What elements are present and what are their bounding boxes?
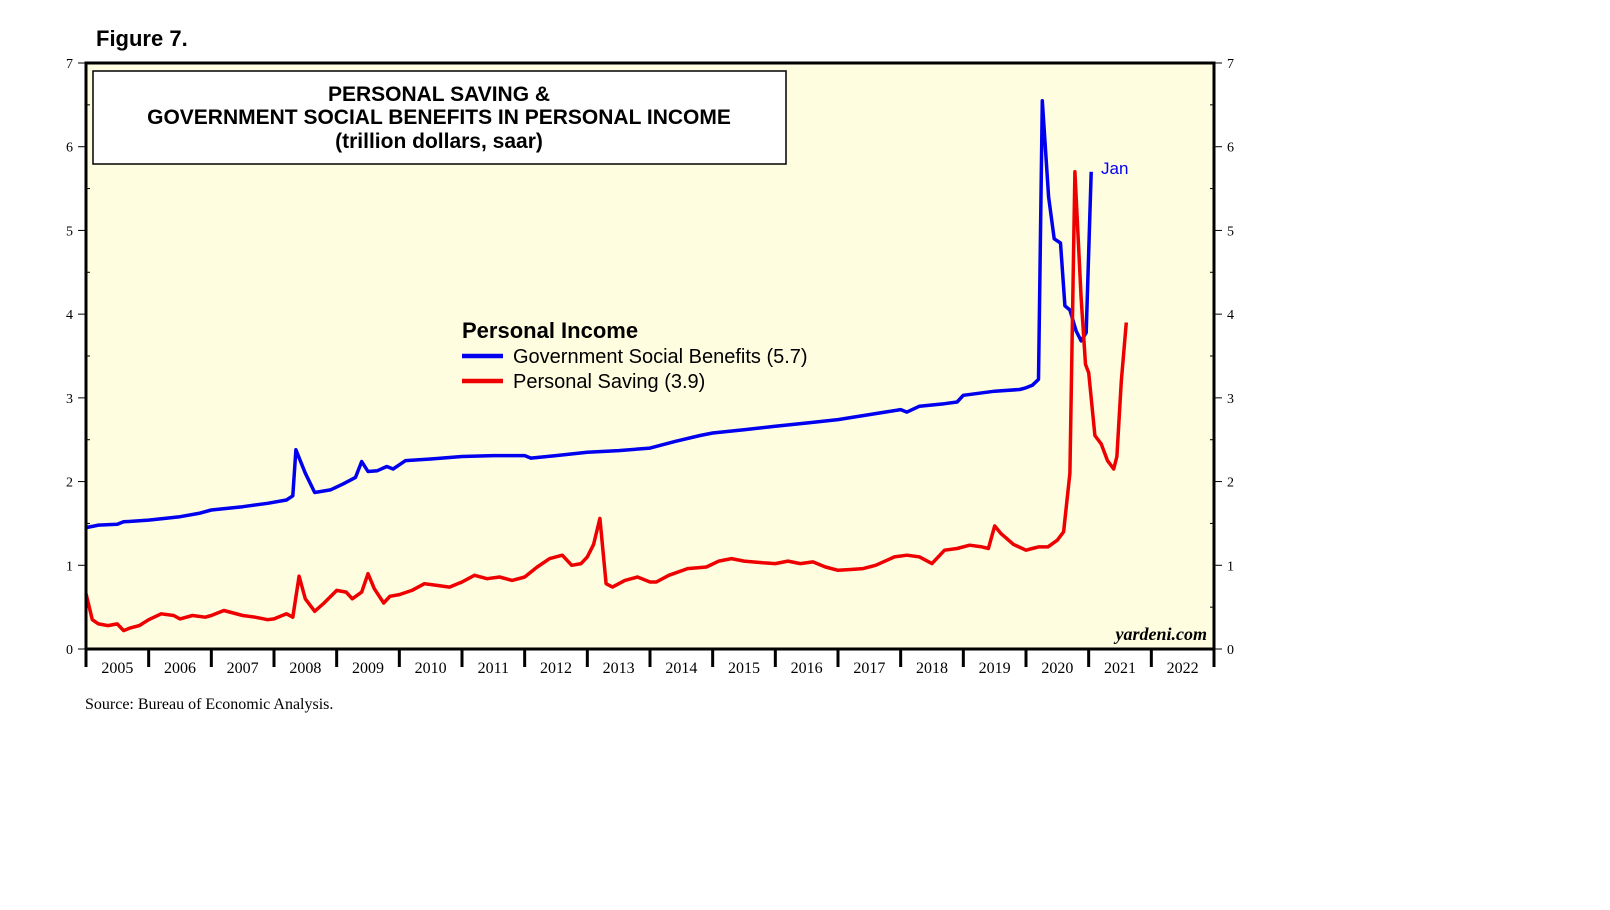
x-tick-label: 2019: [979, 660, 1011, 677]
legend-entry-gov-benefits: Government Social Benefits (5.7): [513, 346, 808, 368]
series-line-gov-benefits: [85, 98, 1093, 530]
y-tick-label-right: 1: [1227, 559, 1234, 574]
chart-title-line-2: GOVERNMENT SOCIAL BENEFITS IN PERSONAL I…: [147, 106, 731, 129]
x-tick-label: 2020: [1041, 660, 1073, 677]
legend: Personal Income Government Social Benefi…: [462, 318, 808, 393]
y-tick-label-left: 6: [66, 141, 73, 156]
x-tick-label: 2012: [540, 660, 572, 677]
chart-title-line-3: (trillion dollars, saar): [335, 130, 543, 153]
chart-title-line-1: PERSONAL SAVING &: [328, 83, 550, 106]
y-tick-label-left: 0: [66, 643, 73, 658]
x-tick-label: 2018: [916, 660, 948, 677]
y-tick-label-right: 3: [1227, 392, 1234, 407]
figure-label: Figure 7.: [96, 26, 188, 51]
x-tick-label: 2013: [603, 660, 635, 677]
y-tick-label-right: 5: [1227, 224, 1234, 239]
x-tick-label: 2006: [164, 660, 196, 677]
x-tick-label: 2007: [227, 660, 259, 677]
plot-frame: [84, 61, 1216, 651]
annotation-jan: Jan: [1101, 159, 1128, 178]
x-tick-label: 2009: [352, 660, 384, 677]
y-tick-label-left: 1: [66, 559, 73, 574]
series-layer: [84, 98, 1129, 633]
y-tick-label-left: 3: [66, 392, 73, 407]
y-tick-label-left: 7: [66, 57, 73, 72]
title-box-border: [92, 70, 787, 165]
legend-entry-personal-saving: Personal Saving (3.9): [513, 371, 705, 393]
x-tick-label: 2022: [1167, 660, 1199, 677]
y-tick-label-right: 2: [1227, 476, 1234, 491]
legend-title: Personal Income: [462, 318, 638, 343]
x-tick-label: 2005: [101, 660, 133, 677]
x-tick-label: 2011: [478, 660, 509, 677]
y-tick-label-right: 4: [1227, 308, 1234, 323]
watermark: yardeni.com: [1114, 624, 1208, 644]
y-tick-label-left: 2: [66, 476, 73, 491]
y-tick-label-right: 7: [1227, 57, 1234, 72]
source-note: Source: Bureau of Economic Analysis.: [85, 696, 334, 713]
axis-ticks: 0 0 1 1 2 2 3 3 4 4 5 5 6 6 7 7 2005 2006 2007 2008 2009 2010…: [66, 57, 1234, 677]
x-tick-label: 2016: [791, 660, 823, 677]
x-tick-label: 2010: [415, 660, 447, 677]
x-tick-label: 2021: [1104, 660, 1136, 677]
y-tick-label-right: 6: [1227, 141, 1234, 156]
y-tick-label-left: 4: [66, 308, 73, 323]
chart-title-box: PERSONAL SAVING & GOVERNMENT SOCIAL BENE…: [92, 70, 787, 165]
x-tick-label: 2017: [853, 660, 885, 677]
x-tick-label: 2014: [665, 660, 697, 677]
y-tick-label-left: 5: [66, 224, 73, 239]
x-tick-label: 2015: [728, 660, 760, 677]
x-tick-label: 2008: [289, 660, 321, 677]
series-line-personal-saving: [84, 170, 1129, 633]
y-tick-label-right: 0: [1227, 643, 1234, 658]
